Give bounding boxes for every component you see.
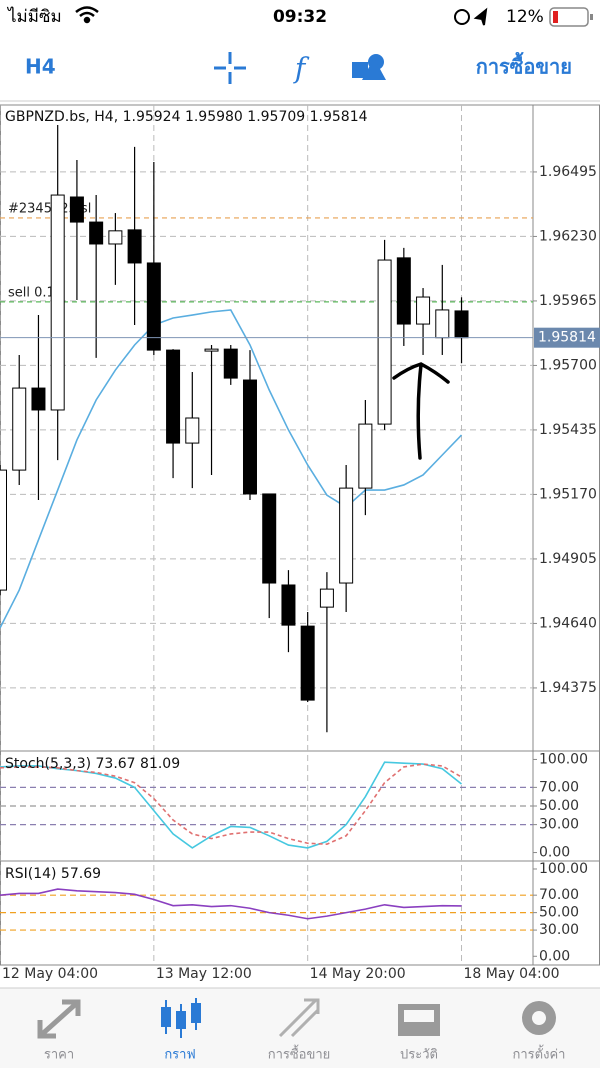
candle-body xyxy=(89,221,104,245)
clock: 09:32 xyxy=(273,7,327,27)
candle-body xyxy=(300,625,315,701)
candle-body xyxy=(166,349,181,444)
current-price-label: 1.95814 xyxy=(538,330,596,346)
candle-body xyxy=(223,348,238,379)
tab-label[interactable]: ราคา xyxy=(44,1048,74,1063)
y-tick-label: 1.94905 xyxy=(539,551,597,567)
candle-body xyxy=(358,423,373,489)
candle-body xyxy=(108,230,123,245)
current-price-box xyxy=(534,327,600,348)
order-label: sell 0.10 xyxy=(8,285,63,300)
y-tick-label: 1.94375 xyxy=(539,680,597,696)
y-tick-label: 0.00 xyxy=(539,948,570,964)
y-tick-label: 1.95965 xyxy=(539,293,597,309)
y-tick-label: 100.00 xyxy=(539,861,588,877)
y-tick-label: 50.00 xyxy=(539,905,579,921)
battery-icon xyxy=(549,7,593,27)
candle-body xyxy=(12,387,27,471)
crosshair-button[interactable] xyxy=(214,52,246,84)
y-tick-label: 1.95170 xyxy=(539,486,597,502)
tab-label[interactable]: ประวัติ xyxy=(400,1048,438,1063)
y-tick-label: 70.00 xyxy=(539,779,579,795)
battery-percent: 12% xyxy=(506,7,544,27)
x-tick-label: 13 May 12:00 xyxy=(156,966,252,982)
hand-drawn-arrow xyxy=(392,362,450,460)
candle-body xyxy=(281,584,296,626)
indicator-line xyxy=(0,309,463,629)
candle-body xyxy=(185,417,200,444)
candle-body xyxy=(50,194,65,411)
y-tick-label: 1.94640 xyxy=(539,615,597,631)
plot-layer: 12 May 04:00 13 May 12:00 14 May 20:00 18 M… xyxy=(0,105,600,982)
indicator-line xyxy=(0,763,462,845)
y-tick-label: 30.00 xyxy=(539,922,579,938)
candle-body xyxy=(435,309,450,339)
quotes-tab-icon[interactable] xyxy=(37,999,81,1039)
candle-body xyxy=(339,487,354,584)
panel-title: GBPNZD.bs, H4, 1.95924 1.95980 1.95709 1… xyxy=(5,109,368,125)
candle-body xyxy=(127,229,142,264)
y-tick-label: 100.00 xyxy=(539,751,588,767)
candle-body xyxy=(416,296,431,325)
panel-title: Stoch(5,3,3) 73.67 81.09 xyxy=(5,756,180,772)
x-tick-label: 12 May 04:00 xyxy=(2,966,98,982)
y-tick-label: 1.95435 xyxy=(539,422,597,438)
carrier: ไม่มีซิม xyxy=(6,6,62,27)
candle-body xyxy=(454,310,469,339)
tab-label[interactable]: การซื้อขาย xyxy=(268,1045,331,1063)
objects-button[interactable] xyxy=(352,54,386,80)
y-tick-label: 1.95700 xyxy=(539,357,597,373)
y-tick-label: 70.00 xyxy=(539,887,579,903)
history-tab-icon[interactable] xyxy=(398,1004,440,1036)
candle-body xyxy=(0,469,7,591)
tab-label[interactable]: การตั้งค่า xyxy=(513,1045,566,1063)
candle-body xyxy=(242,379,257,495)
trade-tab-icon[interactable] xyxy=(278,998,320,1038)
candle-body xyxy=(262,493,277,584)
chart-tab-icon[interactable] xyxy=(161,998,201,1038)
y-tick-label: 30.00 xyxy=(539,817,579,833)
wifi-icon xyxy=(75,6,99,24)
candle-body xyxy=(377,259,392,425)
status-icons xyxy=(454,7,488,26)
y-tick-label: 1.96230 xyxy=(539,228,597,244)
y-tick-label: 0.00 xyxy=(539,845,570,861)
y-tick-label: 50.00 xyxy=(539,798,579,814)
candle-body xyxy=(396,257,411,325)
indicator-line xyxy=(0,888,462,920)
x-tick-label: 14 May 20:00 xyxy=(310,966,406,982)
candle-body xyxy=(69,196,84,223)
candle-body xyxy=(31,387,46,411)
y-tick-label: 1.96495 xyxy=(539,164,597,180)
settings-tab-icon[interactable] xyxy=(522,1001,556,1035)
panel-title: RSI(14) 57.69 xyxy=(5,866,101,882)
timeframe-button[interactable]: H4 xyxy=(25,55,56,79)
candle-body xyxy=(204,348,219,352)
candle-body xyxy=(146,262,161,351)
candle-body xyxy=(319,588,334,608)
x-tick-label: 18 May 04:00 xyxy=(464,966,560,982)
tab-label[interactable]: กราฟ xyxy=(164,1048,195,1063)
trade-button[interactable]: การซื้อขาย xyxy=(476,52,572,79)
